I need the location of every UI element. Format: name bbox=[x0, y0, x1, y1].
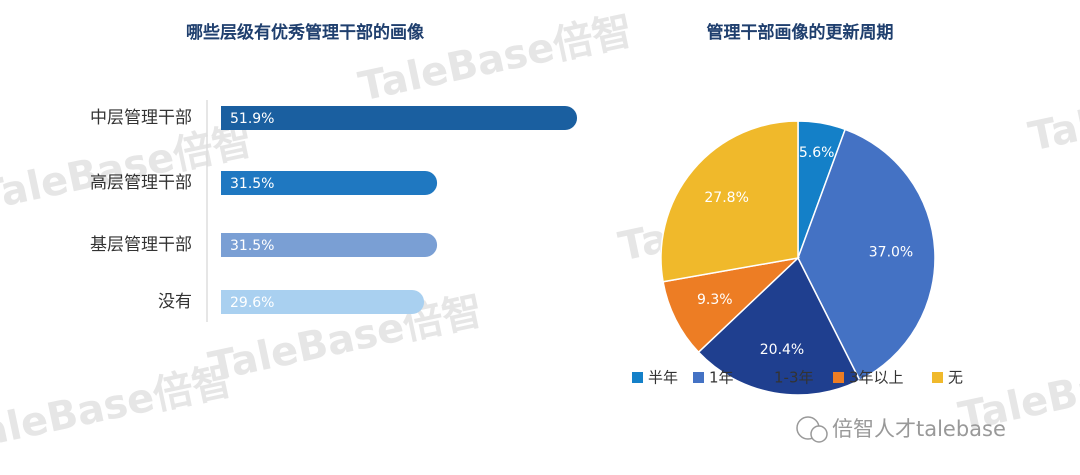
legend-swatch bbox=[758, 372, 769, 383]
bar-cap bbox=[221, 171, 245, 195]
pie-slice bbox=[797, 128, 936, 382]
bar-cap bbox=[221, 290, 245, 314]
bar bbox=[221, 233, 438, 257]
legend-label: 1年 bbox=[709, 369, 734, 387]
category-label: 高层管理干部 bbox=[90, 173, 192, 193]
bar-cap bbox=[221, 233, 245, 257]
bar bbox=[221, 290, 425, 314]
legend-swatch bbox=[693, 372, 704, 383]
footer-text: 倍智人才talebase bbox=[832, 417, 1006, 441]
footer: 倍智人才talebase bbox=[796, 416, 1006, 443]
pie-slice bbox=[662, 256, 801, 354]
watermark: TaleBase倍智 bbox=[1025, 58, 1080, 161]
legend-label: 1-3年 bbox=[774, 369, 814, 387]
watermark: TaleBase倍智 bbox=[0, 118, 257, 221]
bar bbox=[221, 171, 438, 195]
value-label: 31.5% bbox=[230, 238, 274, 254]
legend-label: 无 bbox=[948, 369, 963, 387]
watermark: TaleBase倍智 bbox=[0, 358, 237, 461]
pie-slice bbox=[697, 256, 861, 396]
category-label: 中层管理干部 bbox=[90, 108, 192, 128]
legend-label: 半年 bbox=[648, 369, 678, 387]
legend-swatch bbox=[833, 372, 844, 383]
legend-swatch bbox=[632, 372, 643, 383]
bar-cap bbox=[221, 106, 245, 130]
value-label: 31.5% bbox=[230, 176, 274, 192]
chart-title: 哪些层级有优秀管理干部的画像 bbox=[186, 22, 425, 43]
value-label: 9.3% bbox=[697, 292, 733, 308]
bar bbox=[221, 106, 578, 130]
value-label: 51.9% bbox=[230, 111, 274, 127]
legend-swatch bbox=[932, 372, 943, 383]
category-label: 基层管理干部 bbox=[90, 235, 192, 255]
chart-title: 管理干部画像的更新周期 bbox=[707, 22, 894, 43]
value-label: 5.6% bbox=[799, 145, 835, 161]
value-label: 37.0% bbox=[869, 245, 913, 261]
legend-label: 3年以上 bbox=[849, 369, 904, 387]
value-label: 29.6% bbox=[230, 295, 274, 311]
wechat-icon bbox=[810, 425, 828, 443]
value-label: 27.8% bbox=[704, 190, 748, 206]
category-label: 没有 bbox=[158, 292, 192, 312]
value-label: 20.4% bbox=[760, 342, 804, 358]
pie-slice bbox=[660, 120, 799, 283]
